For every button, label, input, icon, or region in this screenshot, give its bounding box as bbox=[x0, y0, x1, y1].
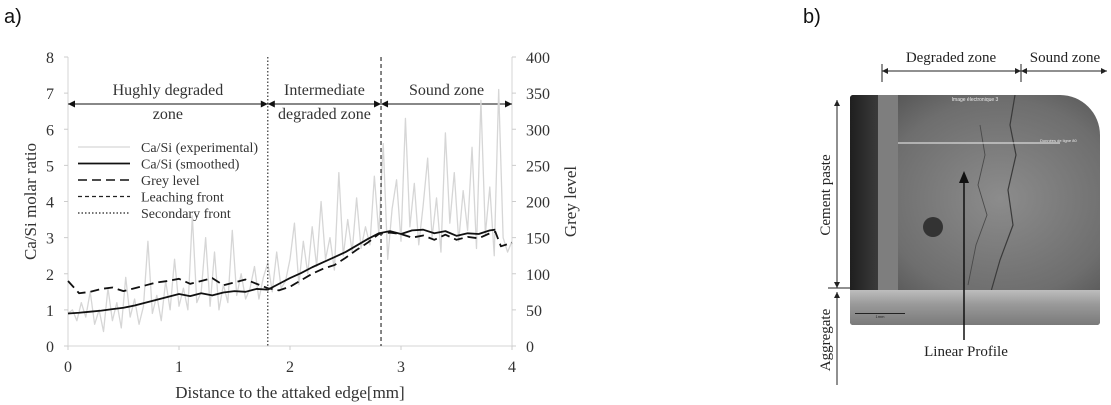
linear-profile-label: Linear Profile bbox=[924, 344, 1008, 360]
x-axis-label: Distance to the attaked edge[mm] bbox=[175, 383, 404, 402]
y2-tick-label: 350 bbox=[526, 86, 550, 103]
y-tick-label: 7 bbox=[46, 86, 54, 103]
series-line-3 bbox=[67, 230, 513, 295]
legend-entry: Grey level bbox=[141, 174, 200, 189]
degraded-zone-label: Degraded zone bbox=[906, 50, 997, 66]
y-tick-label: 6 bbox=[46, 122, 54, 139]
x-tick-label: 4 bbox=[508, 359, 516, 376]
legend-entry: Secondary front bbox=[141, 207, 231, 222]
y2-tick-label: 150 bbox=[526, 231, 550, 248]
zone-label: Hughly degraded bbox=[113, 82, 224, 99]
zone-arrow-head bbox=[68, 100, 75, 108]
zone-arrow-head bbox=[260, 100, 268, 108]
micrograph-pore bbox=[923, 217, 943, 237]
micrograph-edge-strip bbox=[850, 95, 878, 300]
micrograph-panel: Degraded zone Sound zone Cement paste Ag… bbox=[790, 40, 1111, 405]
legend-entry: Ca/Si (smoothed) bbox=[141, 158, 240, 173]
cement-paste-label: Cement paste bbox=[818, 154, 834, 236]
y2-tick-label: 0 bbox=[526, 339, 534, 356]
y2-tick-label: 200 bbox=[526, 195, 550, 212]
legend-entry: Leaching front bbox=[141, 191, 224, 206]
series-line-2 bbox=[67, 228, 496, 315]
legend-entry: Ca/Si (experimental) bbox=[141, 141, 258, 156]
y-tick-label: 2 bbox=[46, 267, 54, 284]
micrograph-scale-bar: 1mm bbox=[855, 313, 905, 319]
series-line-1 bbox=[67, 88, 513, 333]
zone-arrow-head bbox=[267, 100, 275, 108]
x-tick-label: 2 bbox=[286, 359, 294, 376]
panel-label-a: a) bbox=[4, 6, 22, 28]
zone-label: Intermediate bbox=[284, 82, 365, 99]
zone-label: Sound zone bbox=[409, 82, 484, 99]
y2-tick-label: 300 bbox=[526, 122, 550, 139]
micrograph-profile-tag: Données de ligne 80 bbox=[1040, 138, 1077, 143]
y2-tick-label: 100 bbox=[526, 267, 550, 284]
x-tick-label: 0 bbox=[64, 359, 72, 376]
y-tick-label: 8 bbox=[46, 50, 54, 67]
calcium-silicon-profile-chart: 0 1 2 3 4012345678050100150200250300350400Di… bbox=[21, 50, 580, 402]
y-tick-label: 1 bbox=[46, 303, 54, 320]
y2-axis-label: Grey level bbox=[561, 166, 580, 238]
zone-arrow-head bbox=[505, 100, 512, 108]
micrograph-degraded-strip bbox=[878, 95, 898, 300]
x-tick-label: 3 bbox=[397, 359, 405, 376]
zone-label-line2: degraded zone bbox=[278, 106, 371, 123]
x-tick-label: 1 bbox=[175, 359, 183, 376]
zone-label-line2: zone bbox=[153, 106, 183, 123]
micrograph-cracks bbox=[898, 95, 1060, 296]
y-axis-label: Ca/Si molar ratio bbox=[21, 143, 40, 260]
y2-tick-label: 250 bbox=[526, 158, 550, 175]
zone-arrow-head bbox=[374, 100, 382, 108]
y2-tick-label: 50 bbox=[526, 303, 542, 320]
y-tick-label: 5 bbox=[46, 158, 54, 175]
sound-zone-label: Sound zone bbox=[1030, 50, 1101, 66]
micrograph-aggregate-region bbox=[850, 290, 1100, 325]
y-tick-label: 4 bbox=[46, 195, 54, 212]
y-tick-label: 0 bbox=[46, 339, 54, 356]
micrograph-caption: Image électronique 3 bbox=[951, 97, 999, 103]
y2-tick-label: 400 bbox=[526, 50, 550, 67]
micrograph-annotations: Degraded zone Sound zone Cement paste Ag… bbox=[818, 50, 1107, 385]
zone-arrow-head bbox=[381, 100, 389, 108]
aggregate-label: Aggregate bbox=[818, 308, 834, 371]
sem-micrograph-image: Image électronique 3 Données de ligne 80… bbox=[850, 95, 1100, 325]
panel-label-b: b) bbox=[803, 6, 821, 28]
y-tick-label: 3 bbox=[46, 231, 54, 248]
